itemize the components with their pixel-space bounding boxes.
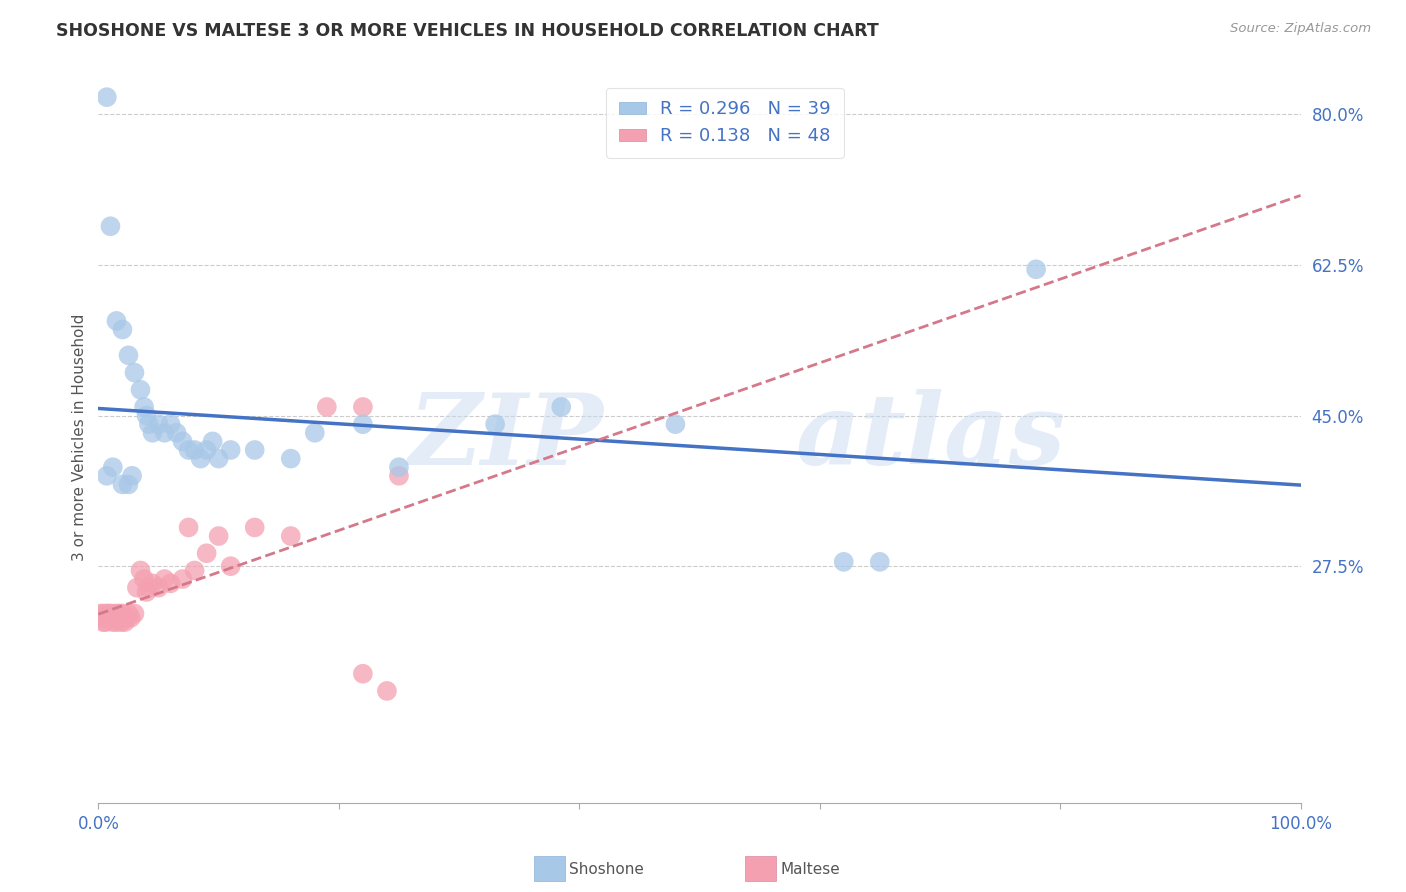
Point bbox=[104, 607, 127, 621]
Point bbox=[93, 611, 115, 625]
Point bbox=[138, 581, 160, 595]
Text: SHOSHONE VS MALTESE 3 OR MORE VEHICLES IN HOUSEHOLD CORRELATION CHART: SHOSHONE VS MALTESE 3 OR MORE VEHICLES I… bbox=[56, 22, 879, 40]
Point bbox=[159, 417, 181, 432]
Point bbox=[125, 581, 148, 595]
Point bbox=[124, 607, 146, 621]
Text: Shoshone: Shoshone bbox=[569, 863, 644, 877]
Point bbox=[148, 417, 170, 432]
Point bbox=[117, 611, 139, 625]
Point bbox=[388, 468, 411, 483]
Point bbox=[129, 564, 152, 578]
Point bbox=[219, 559, 242, 574]
Point bbox=[172, 434, 194, 449]
Point bbox=[100, 611, 122, 625]
Point bbox=[195, 442, 218, 457]
Legend: R = 0.296   N = 39, R = 0.138   N = 48: R = 0.296 N = 39, R = 0.138 N = 48 bbox=[606, 87, 844, 158]
Point bbox=[550, 400, 572, 414]
Point bbox=[141, 425, 163, 440]
Point bbox=[117, 607, 139, 621]
Point bbox=[177, 520, 200, 534]
Point bbox=[114, 615, 136, 629]
Point bbox=[108, 607, 131, 621]
Point bbox=[91, 615, 114, 629]
Point bbox=[195, 546, 218, 560]
Text: atlas: atlas bbox=[796, 389, 1066, 485]
Point bbox=[375, 684, 398, 698]
Point bbox=[112, 611, 135, 625]
Point bbox=[101, 460, 124, 475]
Point bbox=[105, 314, 128, 328]
Point bbox=[124, 366, 146, 380]
Point bbox=[219, 442, 242, 457]
Point bbox=[172, 572, 194, 586]
Point bbox=[100, 219, 122, 234]
Point bbox=[159, 576, 181, 591]
Point bbox=[91, 611, 114, 625]
Point bbox=[141, 576, 163, 591]
Point bbox=[121, 468, 143, 483]
Point bbox=[108, 611, 131, 625]
Point bbox=[304, 425, 326, 440]
Point bbox=[135, 409, 157, 423]
Point bbox=[664, 417, 686, 432]
Point bbox=[484, 417, 506, 432]
Point bbox=[101, 615, 124, 629]
Point bbox=[120, 611, 142, 625]
Point bbox=[352, 417, 374, 432]
Point bbox=[98, 611, 121, 625]
Point bbox=[90, 607, 112, 621]
Point bbox=[315, 400, 337, 414]
Point bbox=[111, 477, 134, 491]
Point bbox=[96, 468, 118, 483]
Point bbox=[117, 348, 139, 362]
Y-axis label: 3 or more Vehicles in Household: 3 or more Vehicles in Household bbox=[72, 313, 87, 561]
Point bbox=[388, 460, 411, 475]
Text: ZIP: ZIP bbox=[408, 389, 603, 485]
Point bbox=[352, 666, 374, 681]
Point bbox=[100, 607, 122, 621]
Point bbox=[832, 555, 855, 569]
Point bbox=[280, 451, 302, 466]
Point bbox=[177, 442, 200, 457]
Point bbox=[93, 607, 115, 621]
Point bbox=[243, 442, 266, 457]
Point bbox=[129, 383, 152, 397]
Point bbox=[103, 611, 125, 625]
Point bbox=[243, 520, 266, 534]
Point bbox=[153, 425, 176, 440]
Point bbox=[148, 581, 170, 595]
Point bbox=[352, 400, 374, 414]
Point bbox=[107, 611, 129, 625]
Point bbox=[97, 607, 120, 621]
Point bbox=[190, 451, 212, 466]
Point bbox=[166, 425, 188, 440]
Point bbox=[135, 585, 157, 599]
Point bbox=[153, 572, 176, 586]
Point bbox=[208, 529, 231, 543]
Point bbox=[96, 611, 118, 625]
Point bbox=[208, 451, 231, 466]
Point bbox=[111, 322, 134, 336]
Point bbox=[111, 607, 134, 621]
Point bbox=[110, 615, 132, 629]
Point bbox=[869, 555, 891, 569]
Point bbox=[94, 615, 117, 629]
Point bbox=[201, 434, 224, 449]
Text: Source: ZipAtlas.com: Source: ZipAtlas.com bbox=[1230, 22, 1371, 36]
Text: Maltese: Maltese bbox=[780, 863, 839, 877]
Point bbox=[1025, 262, 1047, 277]
Point bbox=[138, 417, 160, 432]
Point bbox=[117, 477, 139, 491]
Point bbox=[183, 564, 205, 578]
Point bbox=[132, 400, 155, 414]
Point bbox=[105, 615, 128, 629]
Point bbox=[132, 572, 155, 586]
Point bbox=[183, 442, 205, 457]
Point bbox=[96, 90, 118, 104]
Point bbox=[280, 529, 302, 543]
